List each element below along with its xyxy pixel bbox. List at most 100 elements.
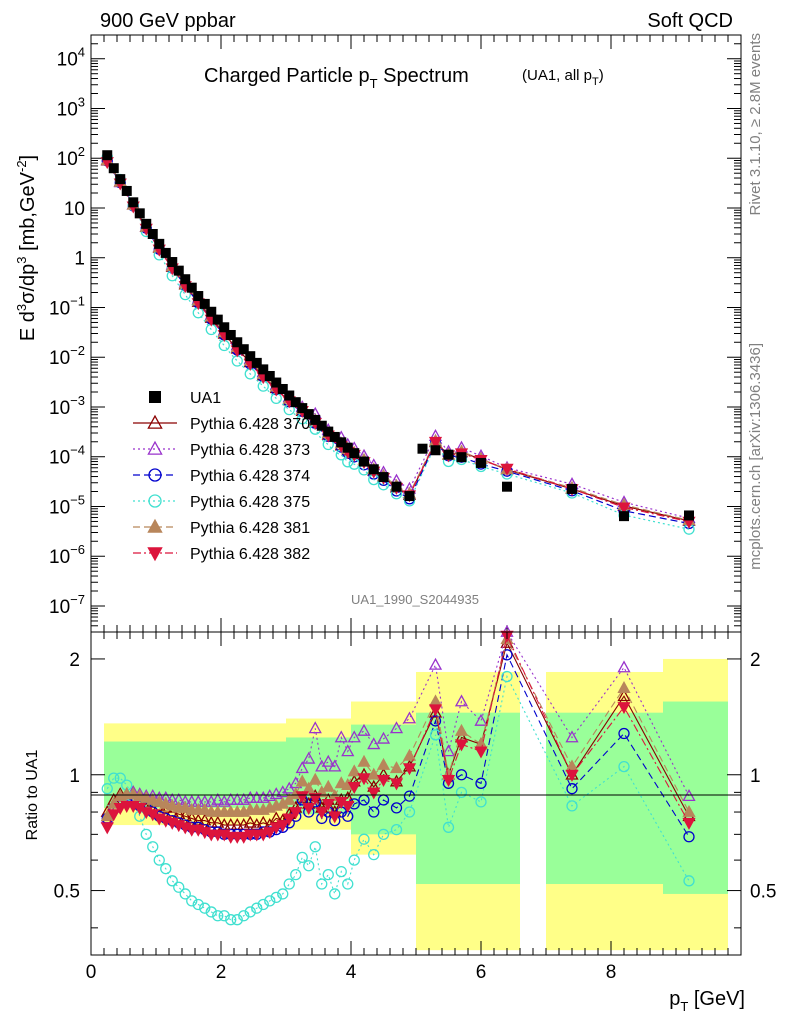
x-tick-label: 8 — [606, 962, 617, 983]
ratio-point — [302, 751, 316, 764]
data-point — [303, 409, 314, 420]
ratio-point — [224, 792, 238, 805]
ratio-point — [334, 730, 348, 743]
data-point — [219, 322, 230, 333]
ratio-point — [263, 827, 277, 840]
data-point — [160, 247, 171, 258]
ratio-point — [402, 763, 417, 776]
legend-entry: Pythia 6.428 381 — [190, 520, 310, 537]
ratio-point — [329, 888, 341, 900]
data-point — [245, 351, 256, 362]
ratio-point — [212, 910, 224, 922]
ratio-point — [376, 757, 391, 770]
data-point — [619, 511, 629, 522]
data-point — [147, 229, 158, 239]
ratio-point — [198, 802, 212, 815]
ratio-point — [428, 657, 443, 670]
data-point — [342, 442, 353, 453]
data-point — [502, 481, 512, 492]
ratio-point — [186, 895, 198, 907]
energy-label: 900 GeV ppbar — [100, 10, 236, 32]
category-label: Soft QCD — [647, 10, 733, 32]
legend-marker — [147, 440, 163, 455]
mc-point — [231, 355, 243, 367]
ratio-point — [441, 744, 456, 757]
ratio-y-tick-label-right: 2 — [750, 650, 761, 671]
ratio-point — [475, 777, 487, 789]
ratio-point — [565, 769, 579, 782]
data-point — [684, 510, 694, 521]
y-tick-label: 10−1 — [49, 293, 85, 319]
ratio-point — [250, 790, 264, 803]
green-uncertainty-band — [546, 712, 663, 885]
ratio-point — [454, 723, 469, 736]
ratio-point — [211, 792, 225, 805]
data-point — [258, 364, 269, 375]
y-tick-label: 102 — [57, 144, 85, 170]
data-point — [349, 448, 360, 459]
ratio-point — [428, 704, 443, 717]
ratio-point — [244, 906, 256, 918]
green-uncertainty-band — [663, 701, 728, 894]
ratio-series-382 — [100, 630, 696, 844]
ratio-point — [617, 702, 631, 715]
ratio-point — [618, 727, 630, 740]
ratio-point — [243, 790, 257, 803]
ratio-point — [315, 807, 329, 820]
y-tick-label: 103 — [57, 94, 85, 120]
ratio-point — [454, 694, 469, 707]
legend-entry: Pythia 6.428 373 — [190, 442, 310, 459]
ratio-point — [322, 868, 334, 881]
ratio-point — [257, 898, 269, 911]
ratio-point — [321, 754, 335, 767]
ratio-point — [173, 881, 185, 893]
mc-line — [106, 156, 690, 530]
ratio-point — [442, 821, 455, 833]
data-point — [134, 208, 145, 219]
data-point — [206, 306, 217, 317]
legend-entry: UA1 — [190, 390, 221, 407]
data-point — [102, 150, 113, 161]
ratio-point — [367, 767, 381, 780]
data-point — [284, 390, 295, 401]
ratio-point — [428, 705, 443, 718]
ratio-point — [178, 800, 192, 813]
data-point — [336, 437, 347, 448]
ratio-point — [179, 888, 191, 900]
ratio-point — [289, 807, 303, 820]
ratio-point — [308, 793, 322, 806]
ratio-point — [295, 761, 309, 774]
y-tick-label: 10−5 — [49, 492, 85, 518]
ratio-point — [100, 809, 114, 822]
data-point — [128, 197, 139, 208]
data-point — [417, 443, 428, 454]
data-point — [443, 449, 454, 460]
ratio-point — [474, 746, 488, 759]
ratio-point — [218, 910, 230, 922]
ratio-point — [617, 660, 631, 673]
ratio-point — [308, 721, 322, 734]
ratio-point — [153, 854, 165, 866]
legend: UA1 Pythia 6.428 370 Pythia 6.428 373 Pythi… — [133, 390, 310, 563]
ratio-point — [199, 902, 211, 914]
legend-marker — [148, 468, 162, 482]
data-point — [212, 314, 223, 325]
y-tick-label: 10−4 — [49, 443, 85, 469]
ratio-point — [402, 711, 417, 724]
ratio-point — [566, 783, 578, 795]
legend-entry: Pythia 6.428 374 — [190, 468, 310, 485]
ratio-point — [390, 823, 403, 836]
data-point — [167, 257, 178, 268]
data-point — [121, 185, 132, 196]
ratio-point — [308, 772, 322, 785]
mc-line — [106, 160, 690, 521]
ratio-point — [377, 828, 390, 840]
ratio-y-tick-label: 1 — [69, 766, 80, 787]
ratio-point — [107, 809, 121, 822]
legend-entry: Pythia 6.428 370 — [190, 416, 310, 433]
legend-marker — [147, 414, 163, 429]
ratio-point — [270, 891, 282, 904]
ratio-point — [269, 822, 283, 835]
ratio-point — [376, 731, 391, 744]
ratio-point — [342, 878, 354, 890]
